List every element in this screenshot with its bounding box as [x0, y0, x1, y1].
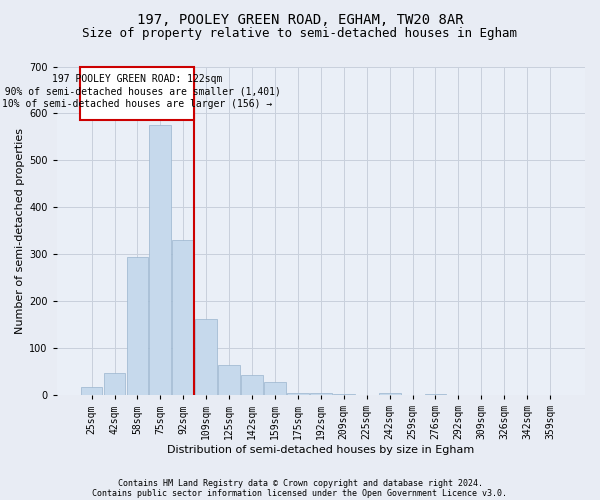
X-axis label: Distribution of semi-detached houses by size in Egham: Distribution of semi-detached houses by … [167, 445, 475, 455]
Bar [104, 372, 125, 395]
Bar [379, 393, 401, 395]
FancyBboxPatch shape [80, 66, 194, 120]
Bar [218, 364, 240, 395]
Text: 197 POOLEY GREEN ROAD: 122sqm: 197 POOLEY GREEN ROAD: 122sqm [52, 74, 222, 84]
Bar [310, 393, 332, 395]
Bar [149, 125, 171, 395]
Bar [264, 382, 286, 395]
Text: ← 90% of semi-detached houses are smaller (1,401): ← 90% of semi-detached houses are smalle… [0, 86, 281, 96]
Text: 10% of semi-detached houses are larger (156) →: 10% of semi-detached houses are larger (… [2, 100, 272, 110]
Bar [425, 394, 446, 395]
Text: 197, POOLEY GREEN ROAD, EGHAM, TW20 8AR: 197, POOLEY GREEN ROAD, EGHAM, TW20 8AR [137, 12, 463, 26]
Bar [333, 394, 355, 395]
Bar [241, 376, 263, 395]
Bar [172, 240, 194, 395]
Text: Contains HM Land Registry data © Crown copyright and database right 2024.: Contains HM Land Registry data © Crown c… [118, 478, 482, 488]
Bar [287, 393, 309, 395]
Bar [196, 318, 217, 395]
Bar [81, 386, 103, 395]
Bar [127, 256, 148, 395]
Text: Contains public sector information licensed under the Open Government Licence v3: Contains public sector information licen… [92, 488, 508, 498]
Y-axis label: Number of semi-detached properties: Number of semi-detached properties [15, 128, 25, 334]
Text: Size of property relative to semi-detached houses in Egham: Size of property relative to semi-detach… [83, 28, 517, 40]
